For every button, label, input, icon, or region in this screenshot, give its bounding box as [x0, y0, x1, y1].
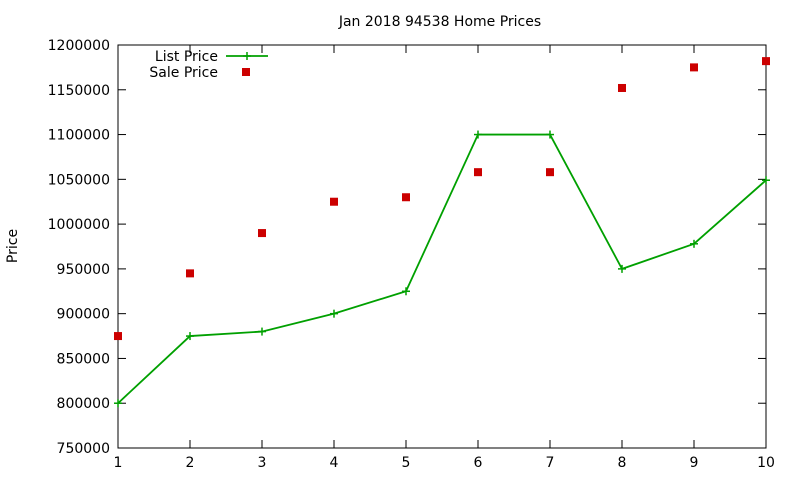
sale-price-point [762, 57, 770, 66]
y-tick-label: 850000 [57, 351, 110, 367]
sale-price-point [474, 168, 482, 177]
x-tick-label: 8 [618, 455, 627, 471]
list-price-point [546, 130, 554, 139]
list-price-point [762, 176, 770, 185]
sale-price-point [690, 63, 698, 72]
y-tick-label: 1150000 [48, 83, 110, 99]
legend-marker-list-price [243, 52, 251, 60]
legend-label-list-price: List Price [155, 49, 218, 65]
x-tick-label: 6 [474, 455, 483, 471]
x-tick-label: 4 [330, 455, 339, 471]
x-tick-label: 7 [546, 455, 555, 471]
list-price-point [258, 327, 266, 336]
plot-frame [117, 44, 767, 449]
sale-price-point [114, 332, 122, 341]
x-tick-label: 1 [114, 455, 123, 471]
y-tick-label: 900000 [57, 307, 110, 323]
chart-title: Jan 2018 94538 Home Prices [338, 14, 541, 30]
y-tick-label: 1050000 [48, 172, 110, 188]
y-tick-label: 950000 [57, 262, 110, 278]
y-tick-label: 1000000 [48, 217, 110, 233]
y-tick-label: 800000 [57, 396, 110, 412]
list-price-point [186, 332, 194, 341]
x-tick-label: 9 [690, 455, 699, 471]
list-price-point [690, 239, 698, 248]
x-tick-label: 2 [186, 455, 195, 471]
y-tick-label: 1200000 [48, 38, 110, 54]
list-price-point [474, 130, 482, 139]
x-tick-label: 5 [402, 455, 411, 471]
y-tick-label: 1100000 [48, 128, 110, 144]
x-axis-ticks: 1 2 3 4 5 6 7 8 9 10 [114, 45, 775, 471]
sale-price-point [618, 83, 626, 92]
legend-label-sale-price: Sale Price [149, 65, 218, 81]
sale-price-point [402, 193, 410, 202]
sale-price-point [258, 229, 266, 238]
x-tick-label: 3 [258, 455, 267, 471]
y-axis-label: Price [5, 229, 21, 263]
list-price-point [618, 264, 626, 273]
series-layer [114, 57, 770, 408]
list-price-point [402, 287, 410, 296]
sale-price-point [546, 168, 554, 177]
list-price-point [114, 399, 122, 408]
sale-price-point [186, 269, 194, 278]
legend-marker-sale-price [242, 68, 250, 76]
y-tick-label: 750000 [57, 441, 110, 457]
y-axis-ticks: 750000 800000 850000 900000 950000 1000000 105… [48, 38, 766, 457]
sale-price-point [330, 197, 338, 206]
list-price-point [330, 309, 338, 318]
list-price-line [117, 133, 767, 404]
x-tick-label: 10 [757, 455, 775, 471]
